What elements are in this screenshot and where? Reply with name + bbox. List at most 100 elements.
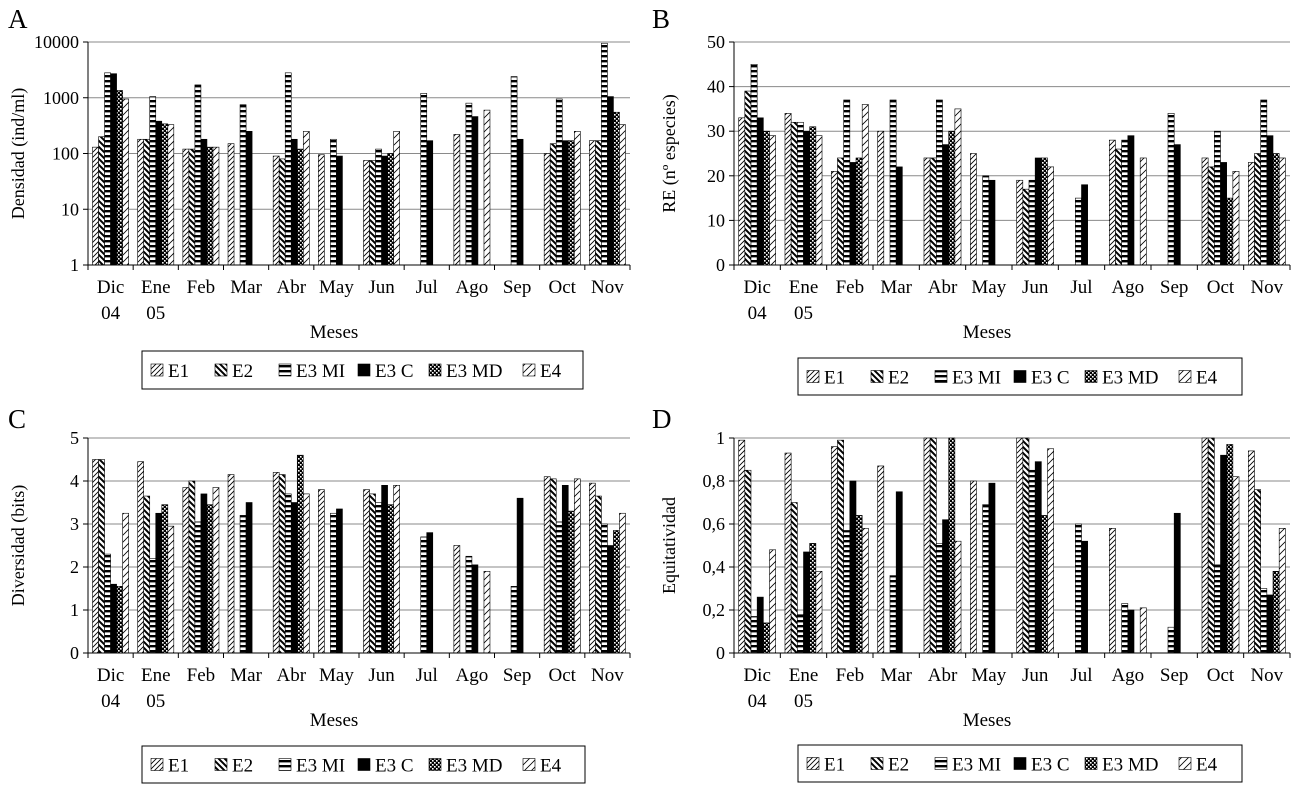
- x-tick-label: Oct: [1207, 665, 1235, 686]
- legend-swatch: [1178, 370, 1192, 383]
- bar-e3-md-jun: [1041, 515, 1048, 654]
- x-tick-label: Abr: [928, 665, 958, 686]
- x-tick-label: Jul: [416, 665, 438, 686]
- x-tick-label: Mar: [880, 277, 912, 298]
- bar-e2-nov: [595, 140, 602, 266]
- bar-e3-mi-mar: [239, 104, 247, 266]
- x-tick-label: Jul: [416, 277, 438, 298]
- bar-e3-c-jul: [1081, 184, 1088, 266]
- bar-e4-jun: [1047, 448, 1055, 654]
- panel-letter: A: [8, 4, 28, 34]
- x-tick-label: Mar: [880, 665, 912, 686]
- bar-e3-mi-ene: [149, 558, 157, 654]
- x-tick-label: Ago: [1111, 277, 1144, 298]
- legend-swatch: [428, 758, 442, 771]
- bar-e1-ene: [784, 113, 792, 266]
- bar-e4-dic: [769, 549, 777, 654]
- bar-e1-nov: [1248, 450, 1255, 654]
- bar-e4-abr: [302, 131, 310, 266]
- legend-swatch: [870, 370, 884, 383]
- legend-swatch: [934, 370, 948, 383]
- legend-label: E1: [168, 756, 189, 777]
- bar-e2-ago: [1115, 148, 1122, 266]
- bar-e3-c-may: [988, 179, 996, 266]
- x-tick-sublabel: 05: [794, 303, 813, 324]
- bar-e3-c-ene: [155, 120, 163, 266]
- y-tick-label: 0,2: [703, 600, 726, 620]
- y-tick-label: 2: [70, 557, 79, 577]
- bar-e2-dic: [744, 469, 752, 654]
- x-tick-label: Sep: [1160, 277, 1189, 298]
- y-axis-title: RE (nº especies): [659, 94, 680, 213]
- x-tick-label: Jun: [368, 665, 395, 686]
- bar-e3-md-abr: [948, 130, 956, 266]
- x-tick-label: Jun: [368, 277, 395, 298]
- x-tick-label: Dic: [97, 665, 124, 686]
- bar-e2-nov: [1254, 153, 1261, 266]
- y-tick-label: 0: [70, 643, 79, 663]
- x-tick-sublabel: 04: [748, 691, 768, 712]
- bar-e4-jun: [1047, 166, 1055, 266]
- bar-e1-jun: [1016, 179, 1024, 266]
- bar-e1-dic: [92, 146, 99, 266]
- y-axis-title: Equitatividad: [659, 497, 679, 594]
- legend-swatch: [522, 363, 536, 377]
- bar-e4-ene: [167, 525, 175, 654]
- panel-D: D 0 0,2 0,4 0,6 0,8 1 Dic 04 Ene 05 Feb Mar Abr May Jun…: [652, 404, 1291, 783]
- bar-e4-abr: [302, 493, 310, 654]
- bar-e3-md-oct: [567, 140, 575, 266]
- bar-e3-mi-sep: [1167, 626, 1175, 654]
- bar-e4-oct: [573, 478, 581, 654]
- bar-e3-md-nov: [613, 530, 620, 654]
- bar-e1-mar: [877, 130, 885, 266]
- legend-swatch: [428, 363, 442, 377]
- x-tick-label: Jun: [1022, 665, 1049, 686]
- x-tick-label: Abr: [276, 277, 306, 298]
- bar-e2-ene: [790, 502, 798, 654]
- x-tick-label: Ene: [141, 665, 171, 686]
- y-tick-label: 1000: [43, 88, 79, 108]
- bar-e4-feb: [212, 487, 220, 654]
- bar-e4-feb: [861, 527, 869, 654]
- bar-e3-c-ene: [803, 551, 810, 654]
- bar-e1-ago: [1109, 527, 1116, 654]
- bar-e3-mi-nov: [1260, 99, 1268, 266]
- bar-e1-may: [318, 154, 325, 266]
- legend-swatch: [1013, 757, 1027, 770]
- bar-e3-c-feb: [200, 138, 208, 266]
- x-tick-label: Sep: [1160, 665, 1189, 686]
- bar-e3-mi-sep: [1167, 113, 1175, 266]
- x-tick-label: Feb: [187, 277, 216, 298]
- legend-label: E4: [1196, 755, 1218, 776]
- bar-e3-md-dic: [763, 622, 770, 654]
- x-tick-sublabel: 04: [101, 303, 121, 324]
- bar-e3-mi-ago: [1121, 139, 1129, 266]
- y-tick-label: 0: [716, 643, 725, 663]
- x-tick-label: May: [971, 277, 1006, 298]
- bar-e1-mar: [877, 465, 885, 654]
- bar-e2-feb: [188, 148, 196, 266]
- bar-e3-c-abr: [290, 138, 298, 266]
- bar-e2-jun: [1022, 188, 1030, 266]
- bar-e3-mi-jun: [375, 148, 382, 266]
- bar-e3-mi-ene: [149, 96, 157, 266]
- bar-e4-ago: [1139, 607, 1147, 654]
- bar-e3-mi-sep: [510, 586, 518, 654]
- bar-e2-oct: [549, 143, 557, 266]
- bar-e1-oct: [1201, 157, 1209, 266]
- legend-label: E4: [540, 756, 562, 777]
- bar-e3-md-ene: [809, 543, 817, 654]
- x-tick-label: Feb: [187, 665, 216, 686]
- bar-e3-md-jun: [387, 504, 394, 654]
- bar-e2-jun: [369, 493, 376, 654]
- bar-e3-md-oct: [567, 510, 575, 654]
- x-tick-label: Jul: [1070, 665, 1092, 686]
- legend-label: E3 MI: [296, 756, 345, 777]
- bar-e1-oct: [543, 153, 551, 266]
- bar-e3-mi-ago: [465, 102, 473, 266]
- bar-e1-jun: [363, 160, 370, 266]
- x-tick-label: Abr: [928, 277, 958, 298]
- bar-e3-md-feb: [855, 157, 863, 266]
- y-tick-label: 1: [716, 428, 725, 448]
- bar-e4-ene: [815, 570, 823, 654]
